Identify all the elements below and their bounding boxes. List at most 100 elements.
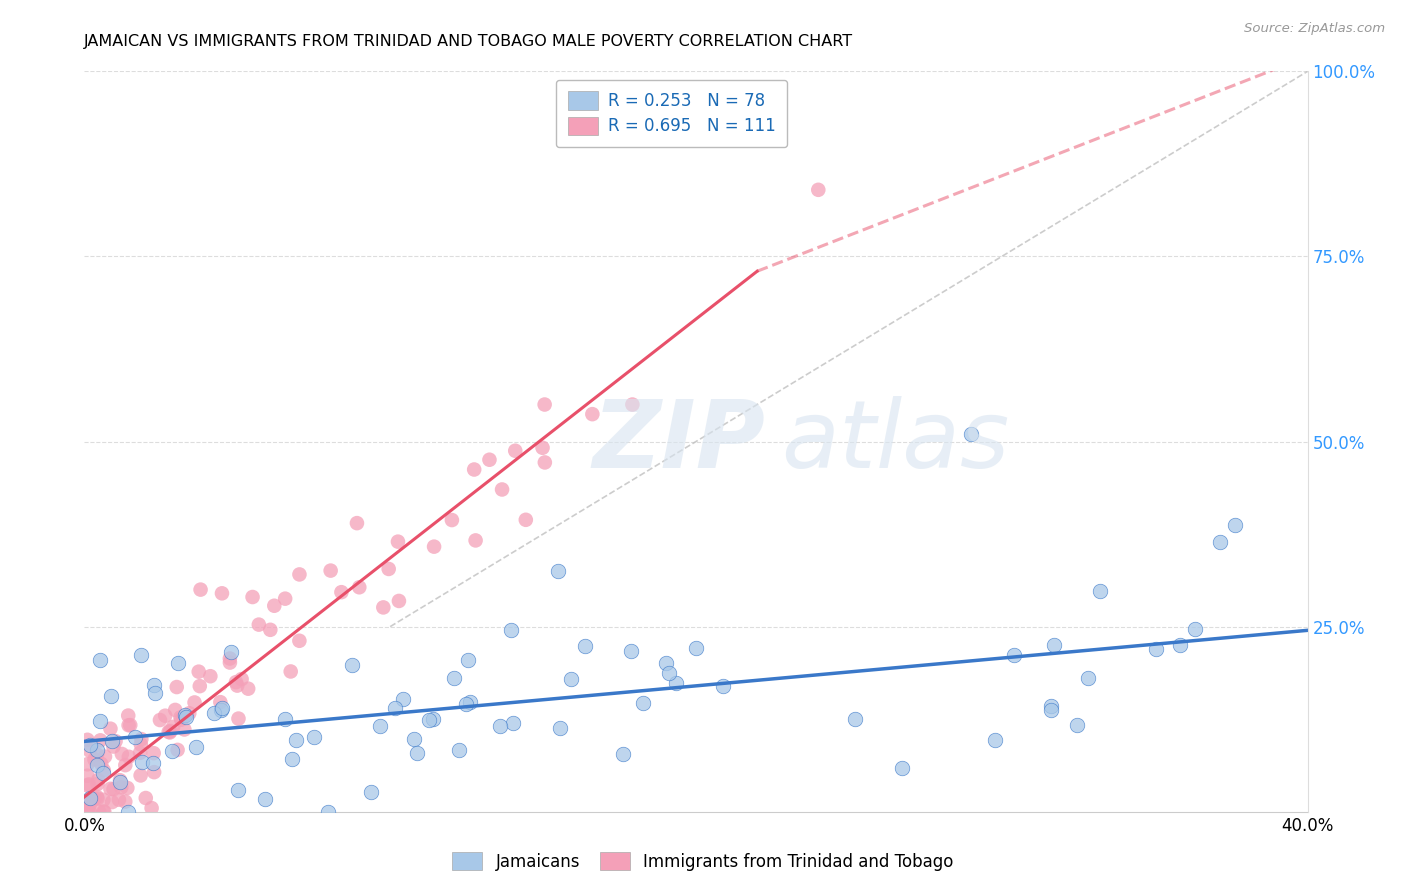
Point — [655, 656, 678, 670]
Point — [131, 756, 153, 770]
Point — [131, 732, 153, 747]
Point — [1043, 639, 1066, 653]
Point — [463, 462, 485, 476]
Point — [117, 718, 139, 732]
Point — [202, 706, 225, 720]
Point — [658, 666, 681, 681]
Point — [100, 690, 122, 704]
Point — [104, 734, 127, 748]
Point — [231, 672, 253, 686]
Point — [82, 793, 104, 807]
Point — [1184, 622, 1206, 636]
Point — [110, 774, 132, 789]
Point — [76, 769, 98, 783]
Point — [254, 791, 277, 805]
Point — [166, 680, 188, 694]
Point — [86, 791, 108, 805]
Point — [288, 633, 311, 648]
Point — [114, 758, 136, 772]
Point — [93, 764, 115, 778]
Point — [143, 677, 166, 691]
Point — [423, 540, 446, 554]
Point — [141, 801, 163, 815]
Point — [174, 710, 197, 724]
Point — [157, 724, 180, 739]
Point — [1168, 638, 1191, 652]
Point — [111, 747, 134, 761]
Point — [77, 793, 100, 807]
Point — [460, 695, 482, 709]
Point — [1039, 703, 1062, 717]
Point — [79, 738, 101, 752]
Legend: R = 0.253   N = 78, R = 0.695   N = 111: R = 0.253 N = 78, R = 0.695 N = 111 — [555, 79, 787, 147]
Point — [960, 427, 983, 442]
Point — [76, 805, 98, 819]
Point — [1040, 699, 1063, 714]
Point — [83, 791, 105, 805]
Point — [612, 747, 634, 761]
Point — [346, 516, 368, 530]
Point — [534, 455, 557, 469]
Point — [533, 398, 555, 412]
Point — [226, 782, 249, 797]
Point — [574, 640, 596, 654]
Point — [1077, 671, 1099, 685]
Point — [142, 746, 165, 760]
Point — [100, 781, 122, 796]
Point — [219, 645, 242, 659]
Point — [665, 676, 688, 690]
Point — [581, 407, 603, 421]
Point — [142, 756, 165, 770]
Point — [79, 791, 101, 805]
Point — [225, 675, 247, 690]
Point — [165, 703, 187, 717]
Point — [87, 805, 110, 819]
Point — [457, 652, 479, 666]
Point — [108, 793, 131, 807]
Point — [984, 733, 1007, 747]
Point — [167, 656, 190, 670]
Point — [117, 805, 139, 819]
Point — [89, 653, 111, 667]
Point — [110, 780, 132, 795]
Point — [1225, 517, 1247, 532]
Point — [454, 697, 477, 711]
Point — [464, 533, 486, 548]
Point — [418, 714, 440, 728]
Point — [1144, 642, 1167, 657]
Point — [247, 617, 270, 632]
Point — [685, 640, 707, 655]
Point — [129, 648, 152, 663]
Point — [633, 697, 655, 711]
Point — [86, 777, 108, 791]
Point — [503, 443, 526, 458]
Point — [184, 739, 207, 754]
Point — [402, 731, 425, 746]
Point — [280, 665, 302, 679]
Point — [388, 594, 411, 608]
Point — [170, 713, 193, 727]
Point — [844, 713, 866, 727]
Point — [101, 733, 124, 747]
Point — [87, 772, 110, 787]
Point — [93, 793, 115, 807]
Point — [449, 742, 471, 756]
Point — [304, 730, 326, 744]
Point — [377, 562, 399, 576]
Point — [226, 679, 249, 693]
Point — [891, 761, 914, 775]
Point — [83, 752, 105, 766]
Point — [90, 756, 112, 771]
Point — [502, 716, 524, 731]
Text: JAMAICAN VS IMMIGRANTS FROM TRINIDAD AND TOBAGO MALE POVERTY CORRELATION CHART: JAMAICAN VS IMMIGRANTS FROM TRINIDAD AND… — [84, 35, 853, 49]
Point — [89, 733, 111, 747]
Point — [274, 591, 297, 606]
Point — [86, 743, 108, 757]
Point — [1088, 584, 1111, 599]
Point — [135, 791, 157, 805]
Point — [550, 721, 572, 735]
Point — [342, 658, 364, 673]
Point — [93, 805, 115, 819]
Point — [316, 805, 339, 819]
Point — [259, 623, 281, 637]
